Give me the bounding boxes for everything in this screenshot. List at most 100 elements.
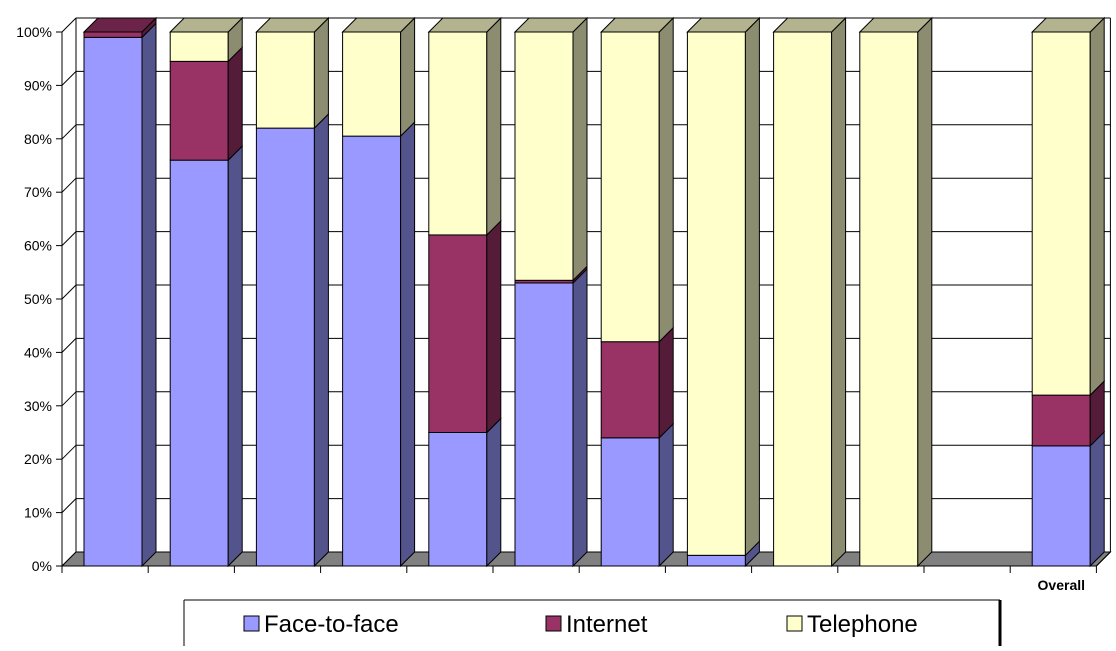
bar-segment [342, 120, 416, 568]
legend-label: Internet [566, 611, 648, 638]
bar-segment [169, 144, 243, 568]
bar-front [342, 31, 402, 137]
bar-segment [858, 16, 934, 568]
y-tick-label: 90% [24, 77, 52, 93]
bar-side [313, 112, 329, 568]
y-tick-label: 10% [24, 505, 52, 521]
bar-side [400, 120, 416, 568]
bar-segment [255, 16, 330, 130]
bar-side [313, 16, 329, 130]
bar-front [1031, 394, 1091, 447]
bar-front [428, 432, 488, 567]
bar-segment [600, 326, 674, 440]
bar-front [83, 36, 143, 567]
bar-front [514, 282, 574, 567]
grid-group [61, 17, 1111, 567]
bar-side [1089, 16, 1105, 397]
bar-side [486, 16, 502, 237]
legend-swatch [786, 615, 803, 632]
gridline-side [61, 231, 77, 246]
bar-front [859, 31, 919, 567]
floor-right-edge [1096, 551, 1111, 567]
bar-top [168, 17, 244, 33]
bar-front [428, 31, 488, 236]
gridline-side [61, 284, 77, 300]
bar-front [1031, 445, 1091, 567]
bar-segment [1031, 430, 1105, 568]
bar-top [427, 17, 503, 33]
bar-side [917, 16, 933, 568]
bar-front [83, 31, 143, 38]
bar-front [686, 31, 746, 556]
bar-segment [428, 417, 502, 568]
y-tick-label: 60% [24, 238, 52, 254]
bar-segment [772, 16, 847, 568]
bar-side [572, 267, 588, 568]
bar-side [227, 46, 243, 162]
bar-front [600, 31, 660, 343]
bar-segment [600, 422, 674, 568]
bar-segment [514, 267, 588, 568]
bar-segment [255, 112, 329, 568]
bar-side [141, 22, 157, 568]
gridline-side [61, 177, 77, 193]
bar-segment [83, 22, 157, 568]
gridline-side [61, 498, 77, 513]
y-tick-label: 80% [24, 131, 52, 147]
legend-label: Telephone [807, 611, 918, 638]
bar-side [572, 16, 588, 282]
bar-segment [1031, 379, 1105, 448]
bar-side [658, 16, 674, 343]
bar-segment [82, 16, 158, 39]
y-tick-label: 40% [24, 344, 52, 360]
bar-segment [428, 219, 502, 434]
y-tick-label: 70% [24, 184, 52, 200]
bar-segment [169, 46, 243, 162]
bar-segment [686, 16, 761, 557]
bar-side [831, 16, 847, 568]
bar-side [658, 326, 674, 440]
bar-front [600, 341, 660, 439]
gridline-side [61, 391, 77, 407]
gridline-side [61, 444, 77, 460]
bar-side [400, 16, 416, 138]
gridline-side [61, 71, 77, 86]
bar-top [772, 17, 847, 33]
y-tick-label: 100% [16, 24, 52, 40]
bar-front [342, 135, 402, 567]
y-tick-label: 30% [24, 398, 52, 414]
bar-side [658, 422, 674, 568]
bar-side [227, 144, 243, 568]
gridline-side [61, 17, 77, 33]
legend-swatch [545, 615, 562, 632]
bar-top [1030, 17, 1106, 33]
bar-segment [168, 16, 244, 63]
bar-front [169, 31, 229, 62]
bar-top [341, 17, 416, 33]
bar-top [82, 17, 158, 33]
gridline-side [61, 124, 77, 140]
bar-front [169, 60, 229, 161]
bar-side [1089, 430, 1105, 568]
bar-top [513, 17, 589, 33]
bar-segment [513, 16, 589, 282]
bar-front [1031, 31, 1091, 396]
legend-label: Face-to-face [264, 611, 399, 638]
bar-segment [341, 16, 416, 138]
bar-top [686, 17, 761, 33]
legend: Face-to-face Internet Telephone [183, 599, 1002, 646]
y-tick-label: 50% [24, 291, 52, 307]
bar-segment [599, 16, 675, 343]
bar-front [255, 31, 315, 129]
bar-front [600, 437, 660, 567]
bar-side [486, 219, 502, 434]
legend-swatch [243, 615, 260, 632]
bar-front [686, 554, 746, 567]
y-tick-label: 20% [24, 451, 52, 467]
bar-front [255, 127, 315, 567]
y-tick-label: 0% [32, 558, 52, 574]
bar-top [599, 17, 675, 33]
bar-side [744, 16, 760, 557]
